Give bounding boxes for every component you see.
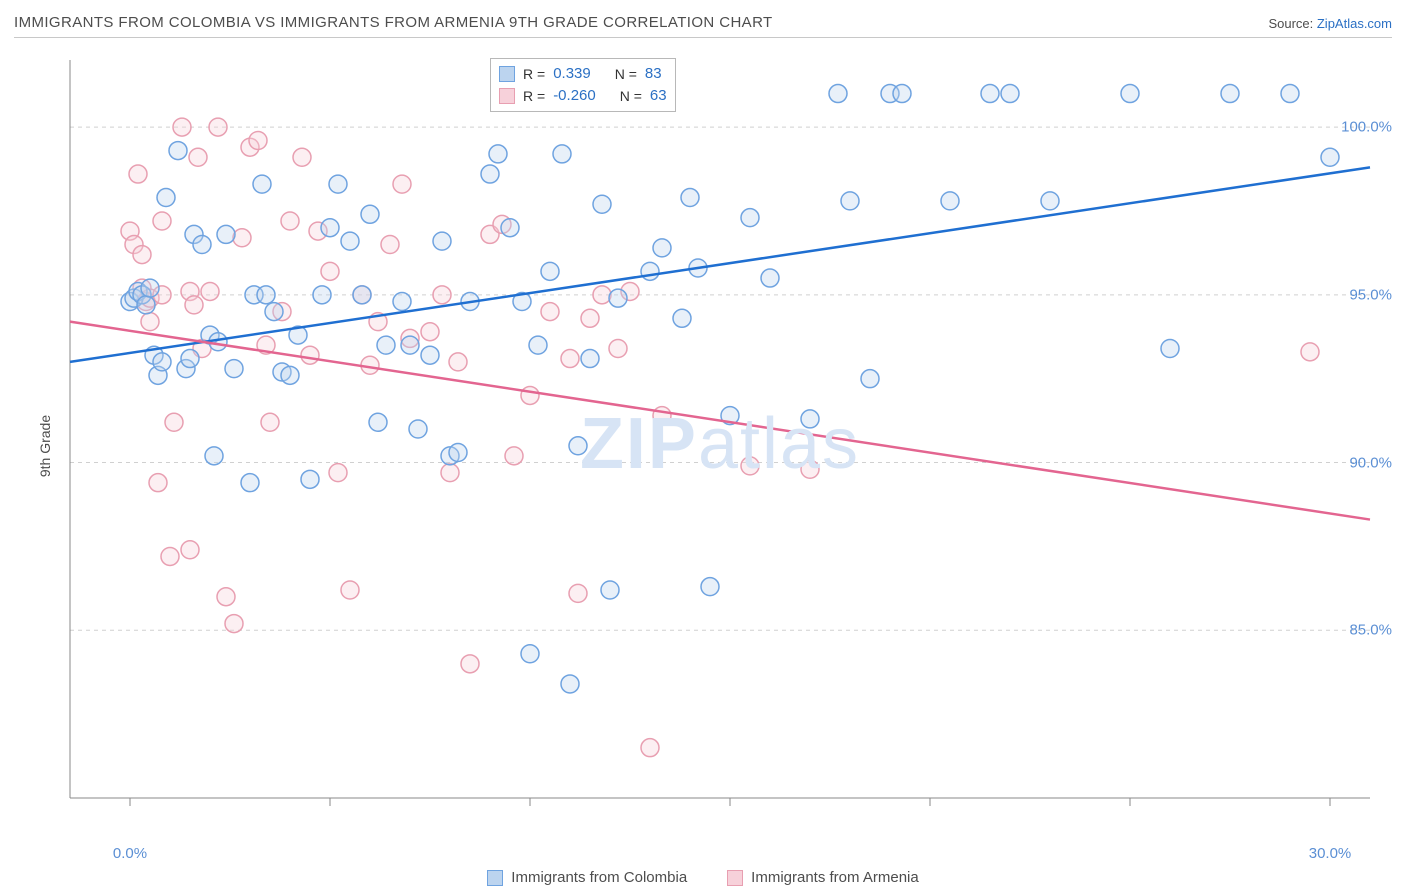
y-tick-label: 100.0% (1341, 119, 1392, 136)
n-label: N = (615, 63, 637, 85)
y-tick-label: 90.0% (1349, 454, 1392, 471)
legend-item-2: Immigrants from Armenia (727, 869, 919, 886)
r-label: R = (523, 85, 545, 107)
stat-row-1: R = 0.339 N = 83 (499, 63, 667, 85)
bottom-legend: Immigrants from Colombia Immigrants from… (0, 869, 1406, 886)
r-value-2: -0.260 (553, 85, 596, 107)
x-tick-label: 30.0% (1309, 845, 1352, 862)
legend-label-2: Immigrants from Armenia (751, 869, 919, 886)
r-value-1: 0.339 (553, 63, 591, 85)
source-link[interactable]: ZipAtlas.com (1317, 16, 1392, 31)
stat-row-2: R = -0.260 N = 63 (499, 85, 667, 107)
source-label: Source: ZipAtlas.com (1268, 16, 1392, 31)
r-label: R = (523, 63, 545, 85)
swatch-armenia (499, 88, 515, 104)
chart-container: IMMIGRANTS FROM COLOMBIA VS IMMIGRANTS F… (0, 0, 1406, 892)
chart-svg (50, 50, 1390, 838)
stat-legend-box: R = 0.339 N = 83 R = -0.260 N = 63 (490, 58, 676, 112)
legend-label-1: Immigrants from Colombia (511, 869, 687, 886)
chart-title: IMMIGRANTS FROM COLOMBIA VS IMMIGRANTS F… (14, 14, 773, 31)
n-value-1: 83 (645, 63, 662, 85)
y-tick-label: 85.0% (1349, 622, 1392, 639)
n-label: N = (620, 85, 642, 107)
plot-area: ZIPatlas (50, 50, 1390, 838)
title-bar: IMMIGRANTS FROM COLOMBIA VS IMMIGRANTS F… (14, 10, 1392, 38)
swatch-colombia-icon (487, 870, 503, 886)
x-tick-label: 0.0% (113, 845, 147, 862)
source-prefix: Source: (1268, 16, 1316, 31)
n-value-2: 63 (650, 85, 667, 107)
legend-item-1: Immigrants from Colombia (487, 869, 687, 886)
y-tick-label: 95.0% (1349, 286, 1392, 303)
swatch-colombia (499, 66, 515, 82)
swatch-armenia-icon (727, 870, 743, 886)
